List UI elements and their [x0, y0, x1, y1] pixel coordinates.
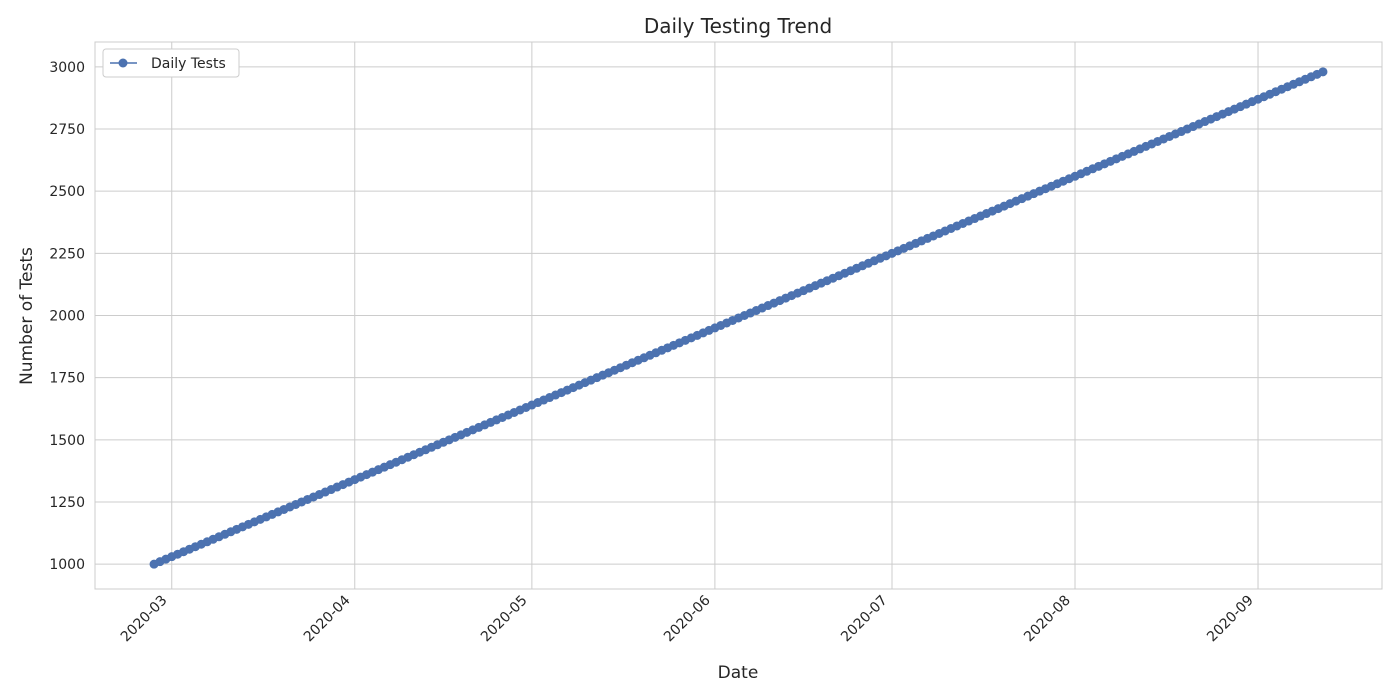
x-tick-label: 2020-07: [838, 593, 891, 646]
legend: Daily Tests: [102, 48, 240, 78]
x-tick-label: 2020-03: [118, 593, 171, 646]
y-tick-label: 3000: [49, 60, 85, 76]
y-tick-labels: 1000 1250 1500 1750 2000 2250 2500 2750 3000: [49, 60, 85, 573]
legend-box: [102, 48, 240, 78]
y-tick-label: 1000: [49, 557, 85, 573]
x-axis-label: Date: [718, 663, 759, 683]
y-tick-label: 2250: [49, 246, 85, 262]
x-tick-label: 2020-04: [301, 592, 354, 645]
y-tick-label: 1500: [49, 433, 85, 449]
legend-label: Daily Tests: [151, 56, 226, 72]
y-tick-label: 2750: [49, 122, 85, 138]
legend-point-marker: [118, 58, 128, 68]
x-tick-label: 2020-08: [1021, 593, 1074, 646]
chart-title: Daily Testing Trend: [644, 14, 832, 38]
y-tick-label: 2000: [49, 309, 85, 325]
x-tick-label: 2020-05: [478, 593, 531, 646]
y-tick-label: 2500: [49, 184, 85, 200]
y-axis-label: Number of Tests: [17, 247, 37, 385]
y-tick-label: 1750: [49, 371, 85, 387]
x-tick-labels: 2020-03 2020-04 2020-05 2020-06 2020-07 2020-…: [118, 592, 1257, 645]
x-tick-label: 2020-09: [1204, 593, 1257, 646]
x-tick-label: 2020-06: [661, 592, 714, 645]
series-layer: [149, 67, 1328, 569]
data-point: [1318, 67, 1328, 77]
y-tick-label: 1250: [49, 495, 85, 511]
